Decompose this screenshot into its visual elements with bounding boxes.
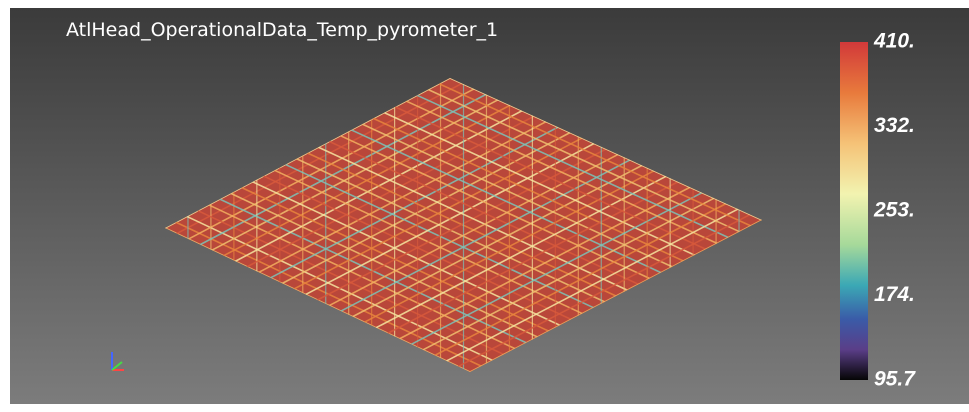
render-view: AtlHead_OperationalData_Temp_pyrometer_1… [0,0,969,412]
screenshot: AtlHead_OperationalData_Temp_pyrometer_1… [0,0,969,412]
color-bar [840,42,868,380]
color-bar-label: 332. [874,114,915,137]
color-bar-label: 174. [874,283,915,306]
color-bar-label: 253. [873,199,915,222]
color-bar-label: 95.7 [874,368,916,391]
view-title: AtlHead_OperationalData_Temp_pyrometer_1 [66,19,498,41]
color-bar-label: 410. [873,30,915,53]
